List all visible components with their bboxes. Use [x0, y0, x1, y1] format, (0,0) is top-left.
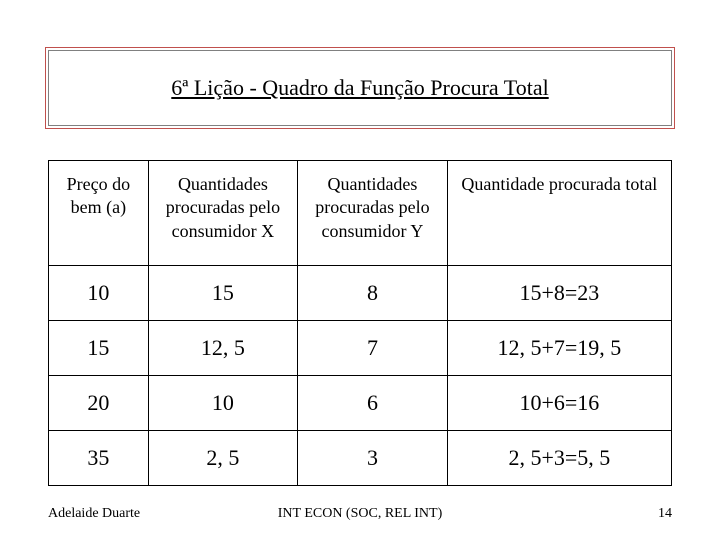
cell-qx: 2, 5 [148, 431, 298, 486]
col-header-price: Preço do bem (a) [49, 161, 149, 266]
cell-price: 20 [49, 376, 149, 431]
cell-price: 15 [49, 321, 149, 376]
cell-total: 2, 5+3=5, 5 [447, 431, 671, 486]
cell-qx: 12, 5 [148, 321, 298, 376]
cell-qy: 7 [298, 321, 448, 376]
cell-price: 10 [49, 266, 149, 321]
title-box: 6ª Lição - Quadro da Função Procura Tota… [48, 50, 672, 126]
table-row: 10 15 8 15+8=23 [49, 266, 672, 321]
table-row: 15 12, 5 7 12, 5+7=19, 5 [49, 321, 672, 376]
demand-table: Preço do bem (a) Quantidades procuradas … [48, 160, 672, 486]
cell-total: 10+6=16 [447, 376, 671, 431]
col-header-qty-total: Quantidade procurada total [447, 161, 671, 266]
slide-title: 6ª Lição - Quadro da Função Procura Tota… [171, 75, 548, 100]
table-row: 35 2, 5 3 2, 5+3=5, 5 [49, 431, 672, 486]
col-header-qty-x: Quantidades procuradas pelo consumidor X [148, 161, 298, 266]
cell-qx: 15 [148, 266, 298, 321]
col-header-qty-y: Quantidades procuradas pelo consumidor Y [298, 161, 448, 266]
slide: 6ª Lição - Quadro da Função Procura Tota… [0, 0, 720, 540]
cell-total: 12, 5+7=19, 5 [447, 321, 671, 376]
slide-footer: Adelaide Duarte INT ECON (SOC, REL INT) … [48, 506, 672, 522]
cell-qy: 8 [298, 266, 448, 321]
table-header-row: Preço do bem (a) Quantidades procuradas … [49, 161, 672, 266]
cell-qx: 10 [148, 376, 298, 431]
footer-center: INT ECON (SOC, REL INT) [278, 506, 443, 522]
cell-price: 35 [49, 431, 149, 486]
footer-page: 14 [658, 506, 672, 522]
cell-qy: 3 [298, 431, 448, 486]
table-row: 20 10 6 10+6=16 [49, 376, 672, 431]
cell-qy: 6 [298, 376, 448, 431]
footer-author: Adelaide Duarte [48, 506, 140, 522]
cell-total: 15+8=23 [447, 266, 671, 321]
